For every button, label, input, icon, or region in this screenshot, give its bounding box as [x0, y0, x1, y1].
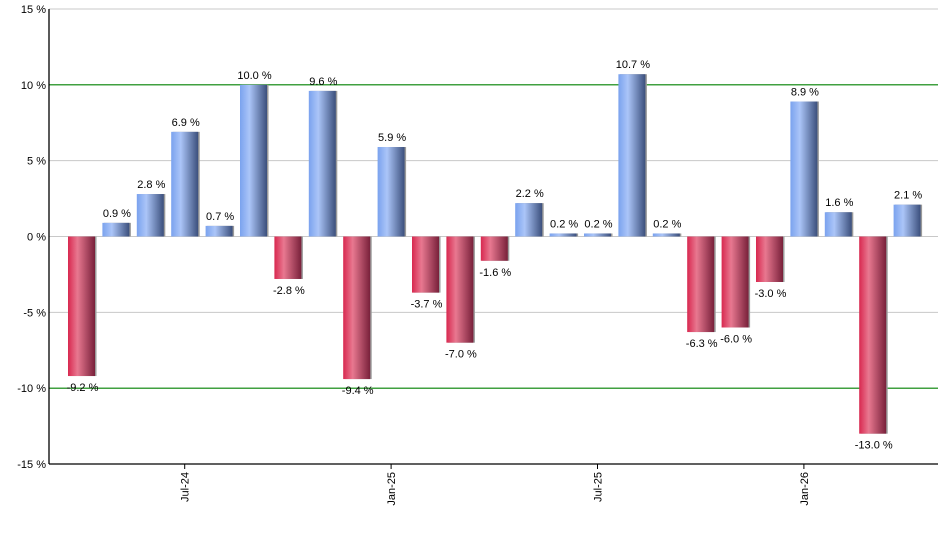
data-label: 2.8 %: [137, 179, 165, 191]
bar: [171, 131, 199, 237]
bar: [240, 84, 267, 237]
bar: [859, 236, 887, 434]
bar: [377, 147, 405, 237]
x-tick-label: Jan-25: [386, 472, 398, 506]
y-tick-label: 15 %: [21, 4, 46, 16]
data-label: 0.2 %: [584, 218, 612, 230]
y-tick-label: -10 %: [17, 383, 46, 395]
data-label: 10.0 %: [237, 70, 271, 82]
bar: [893, 204, 921, 237]
bar: [721, 236, 749, 328]
data-label: 6.9 %: [172, 117, 200, 129]
data-label: -6.3 %: [686, 338, 718, 350]
bar: [205, 225, 233, 237]
bar: [68, 236, 95, 377]
data-label: -6.0 %: [720, 334, 752, 346]
data-label: -9.4 %: [342, 385, 374, 397]
data-label: -1.6 %: [479, 267, 511, 279]
data-label: -13.0 %: [855, 440, 893, 452]
y-tick-label: -5 %: [23, 307, 46, 319]
bar: [687, 236, 715, 333]
y-tick-label: 0 %: [27, 232, 46, 244]
bar: [446, 236, 474, 343]
data-label: 2.2 %: [516, 188, 544, 200]
bar: [480, 236, 508, 261]
x-tick-label: Jan-26: [799, 472, 811, 506]
bar: [136, 194, 164, 237]
bar: [308, 90, 336, 237]
bar: [412, 236, 439, 293]
data-label: -3.0 %: [755, 288, 787, 300]
data-label: -3.7 %: [411, 299, 443, 311]
axes: 15 % 10 % 5 % 0 % -5 % -10 % -15 % Jul-24 Jan-25…: [17, 4, 938, 506]
bar: [343, 236, 371, 380]
y-tick-label: -15 %: [17, 459, 46, 471]
bar: [618, 74, 646, 237]
data-label: -7.0 %: [445, 349, 477, 361]
data-label: 0.7 %: [206, 211, 234, 223]
data-label: 1.6 %: [825, 197, 853, 209]
bar: [515, 203, 543, 237]
bars: -9.2 % 0.9 % 2.8 % 6.9 % 0.7 % 10.0 % -2.8 % 9.…: [67, 59, 923, 451]
y-tick-label: 5 %: [27, 156, 46, 168]
data-label: 2.1 %: [894, 190, 922, 202]
x-tick-label: Jul-25: [593, 472, 605, 502]
data-label: 10.7 %: [616, 59, 650, 71]
x-tick-label: Jul-24: [180, 472, 192, 502]
bar: [790, 101, 818, 237]
bar: [274, 236, 302, 279]
data-label: 9.6 %: [309, 76, 337, 88]
data-label: 0.2 %: [550, 218, 578, 230]
bar: [584, 233, 611, 237]
data-label: 5.9 %: [378, 132, 406, 144]
data-label: -2.8 %: [273, 285, 305, 297]
data-label: -9.2 %: [67, 382, 99, 394]
data-label: 0.9 %: [103, 208, 131, 220]
bar: [824, 212, 852, 237]
y-tick-label: 10 %: [21, 80, 46, 92]
bar: [102, 222, 130, 237]
bar: [756, 236, 783, 282]
bar: [652, 233, 680, 237]
bar: [549, 233, 577, 237]
data-label: 8.9 %: [791, 87, 819, 99]
data-label: 0.2 %: [653, 218, 681, 230]
